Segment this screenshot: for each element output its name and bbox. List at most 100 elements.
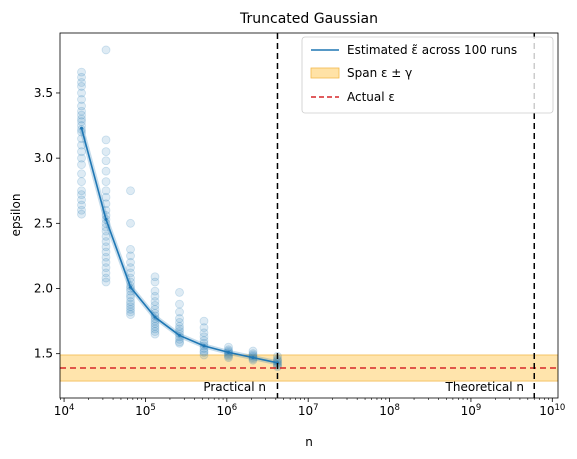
estimated-point [226,350,230,354]
run-point [175,338,184,348]
legend: Estimated ε̃ across 100 runs Span ε ± γ … [301,36,554,114]
run-point [77,209,86,219]
run-point [101,45,111,55]
x-tick-label: 109 [461,403,482,418]
run-point [77,72,86,82]
run-point [248,346,258,356]
run-point [150,301,160,310]
run-point [150,297,160,306]
run-point [77,78,86,87]
run-point [126,258,135,267]
run-point [101,147,111,157]
run-point [101,268,111,278]
practical-n-label: Practical n [203,380,266,394]
run-point [175,317,184,327]
run-point [77,67,86,77]
y-tick-label: 3.5 [34,86,53,100]
run-point [199,316,209,326]
run-point [199,323,209,333]
run-point [77,160,86,170]
run-point [77,177,86,187]
run-point [126,290,135,300]
chart-title: Truncated Gaussian [239,11,378,27]
run-point [77,153,86,163]
estimated-point [153,315,157,319]
y-tick-label: 1.5 [34,347,53,361]
estimated-point [177,333,181,337]
run-point [126,304,135,314]
run-point [101,242,111,252]
theoretical-n-label: Theoretical n [445,380,524,394]
run-point [126,310,135,319]
run-point [101,247,111,257]
run-point [77,117,86,127]
run-point [77,114,86,124]
run-point [77,200,86,210]
run-point [101,186,111,196]
plot-frame [59,32,559,399]
run-point [126,218,135,228]
run-point [199,350,209,360]
run-point [77,147,86,157]
x-axis-label: n [305,435,313,449]
run-point [150,321,160,331]
estimated-point [80,126,84,130]
run-point [150,327,160,336]
legend-estimated: Estimated ε̃ across 100 runs [347,43,517,57]
run-point [126,251,135,261]
run-point [101,277,111,287]
run-point [175,299,184,309]
run-point [126,293,135,303]
x-tick-label: 1010 [539,403,565,418]
run-point [175,288,184,297]
run-point [150,291,160,301]
run-point [101,258,111,267]
run-point [150,319,160,329]
x-tick-label: 107 [298,403,319,418]
run-point [101,263,111,273]
legend-box [301,36,554,114]
run-point [101,252,111,262]
run-point [101,192,111,202]
run-point [101,177,111,187]
run-point [175,314,184,323]
run-point [77,169,86,179]
run-point [101,273,111,283]
run-point [175,321,184,331]
y-tick-label: 2.0 [34,282,53,296]
y-tick-label: 2.5 [34,216,53,230]
legend-span: Span ε ± γ [347,66,412,80]
run-point [77,88,86,98]
run-point [199,347,209,357]
estimated-point [251,356,255,360]
run-point [77,110,86,120]
run-point [77,205,86,215]
run-point [126,263,135,273]
run-point [101,156,111,166]
run-point [77,186,86,196]
estimated-point [104,217,108,221]
x-tick-label: 104 [54,403,75,418]
run-point [199,328,209,338]
run-point [101,135,111,145]
run-point [150,324,160,334]
run-point [199,332,209,342]
run-point [150,304,160,314]
run-point [175,307,184,317]
estimated-point [129,285,133,289]
plot-area [60,33,558,398]
x-tick-label: 106 [216,403,237,418]
estimated-point [202,344,206,348]
x-tick-label: 105 [135,403,156,418]
run-point [126,186,135,196]
run-point [101,237,111,246]
run-point [126,244,135,254]
run-point [77,190,86,200]
run-point [77,101,86,111]
run-point [77,95,86,104]
y-tick-label: 3.0 [34,151,53,165]
run-point [175,324,184,334]
run-point [150,329,160,339]
legend-span-swatch [310,67,340,79]
